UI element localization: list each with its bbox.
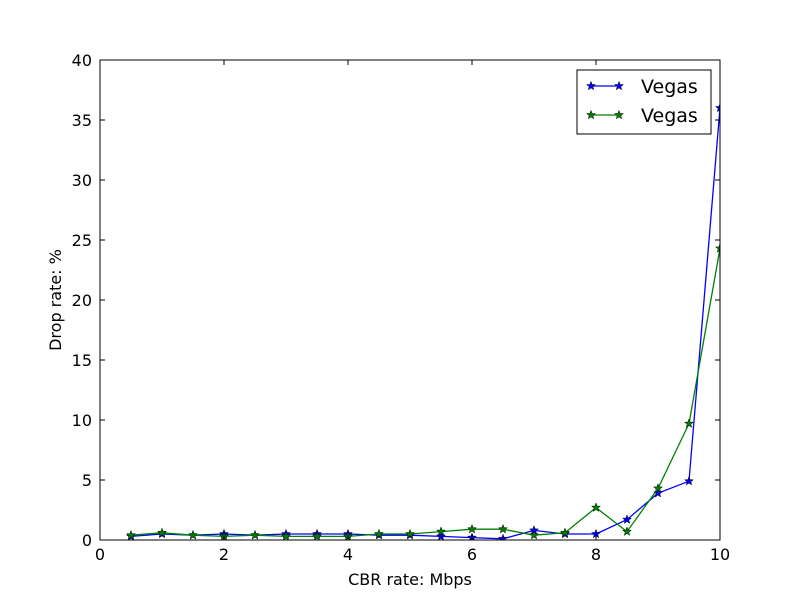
- data-point: [621, 514, 633, 524]
- x-tick-label: 2: [219, 545, 229, 564]
- data-point: [435, 526, 447, 536]
- data-point: [528, 529, 540, 540]
- legend-label: Vegas: [641, 105, 698, 127]
- y-tick-label: 0: [82, 531, 92, 550]
- data-point: [652, 483, 664, 493]
- data-point: [497, 533, 509, 540]
- data-point: [652, 487, 664, 498]
- data-point: [125, 529, 137, 540]
- series-layer: [125, 102, 720, 540]
- y-tick-label: 10: [72, 411, 92, 430]
- tick-layer: 0 2 4 6 8 10 0 5 10 15 20 25 30 35 40: [72, 51, 731, 564]
- data-point: [311, 531, 323, 540]
- x-tick-label: 10: [710, 545, 730, 564]
- data-point: [435, 531, 447, 540]
- y-axis-title: Drop rate: %: [46, 249, 65, 351]
- y-tick-label: 40: [72, 51, 92, 70]
- data-point: [280, 531, 292, 540]
- series-line-1: [130, 107, 720, 540]
- legend-label: Vegas: [641, 76, 698, 98]
- x-tick-label: 4: [343, 545, 353, 564]
- data-point: [683, 418, 695, 428]
- data-point: [373, 528, 385, 539]
- legend-marker: [613, 109, 625, 120]
- data-point: [187, 529, 199, 540]
- legend-box: [576, 69, 712, 135]
- data-point: [714, 243, 720, 253]
- y-tick-label: 5: [82, 471, 92, 490]
- data-point: [621, 526, 633, 536]
- data-point: [156, 527, 168, 538]
- x-tick-label: 6: [467, 545, 477, 564]
- data-point: [466, 523, 478, 534]
- legend: Vegas Vegas: [576, 69, 712, 135]
- y-tick-label: 30: [72, 171, 92, 190]
- x-tick-label: 0: [95, 545, 105, 564]
- data-point: [590, 502, 602, 512]
- data-point: [714, 102, 720, 113]
- x-tick-label: 8: [591, 545, 601, 564]
- data-point: [404, 528, 416, 539]
- legend-marker: [613, 80, 625, 91]
- y-tick-label: 25: [72, 231, 92, 250]
- y-tick-label: 35: [72, 111, 92, 130]
- data-point: [249, 529, 261, 540]
- data-point: [683, 475, 695, 486]
- x-axis-title: CBR rate: Mbps: [348, 570, 472, 589]
- data-point: [497, 523, 509, 534]
- data-point: [559, 527, 571, 538]
- y-tick-label: 15: [72, 351, 92, 370]
- y-tick-label: 20: [72, 291, 92, 310]
- legend-marker: [585, 109, 597, 120]
- series-line-2: [130, 248, 720, 538]
- legend-marker: [585, 80, 597, 91]
